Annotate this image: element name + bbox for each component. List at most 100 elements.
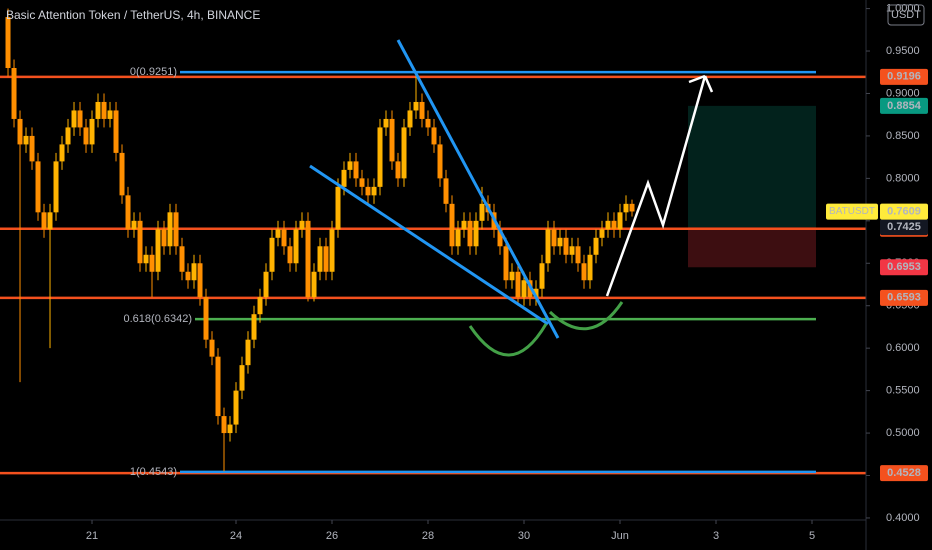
candle-body (605, 220, 611, 230)
candle-body (143, 254, 149, 264)
candle-body (107, 110, 113, 119)
price-badge (880, 289, 928, 306)
price-badge (880, 465, 928, 482)
candle-body (365, 186, 371, 196)
candle-body (185, 271, 191, 281)
candle-body (155, 229, 161, 272)
plot-area: 0(0.9251) 0.618(0.6342) 1(0.4543) (0, 8, 866, 478)
candle-body (599, 229, 605, 238)
candle-body (473, 220, 479, 247)
candle-body (119, 152, 125, 196)
trendline (309, 164, 549, 326)
candle-body (161, 229, 167, 247)
pattern-arc (548, 301, 624, 331)
candle-body (575, 246, 581, 264)
y-tick-label: 0.4000 (886, 512, 920, 524)
candle-body (59, 144, 65, 162)
candle-body (407, 110, 413, 128)
candle-body (329, 229, 335, 272)
candle-body (215, 356, 221, 417)
candle-body (389, 118, 395, 162)
candle-body (137, 220, 143, 264)
candle-body (593, 237, 599, 255)
x-tick-label: 3 (713, 530, 719, 542)
candle-body (263, 271, 269, 298)
currency-box (887, 4, 925, 26)
candle-body (449, 203, 455, 247)
candle-body (65, 127, 71, 145)
candle-body (419, 101, 425, 119)
price-badge (880, 97, 928, 114)
candle-body (629, 203, 635, 212)
candle-body (581, 263, 587, 281)
candle-body (41, 212, 47, 230)
axis-labels: 0.40000.45000.50000.55000.60000.65000.70… (86, 2, 928, 542)
candle-body (317, 246, 323, 272)
candle-body (383, 118, 389, 128)
candle-body (281, 229, 287, 247)
candle-body (305, 220, 311, 298)
candle-body (533, 288, 539, 298)
candle-body (23, 135, 29, 145)
candle-body (17, 118, 23, 145)
symbol-badge (826, 203, 878, 220)
candle-body (509, 271, 515, 281)
candle-body (167, 212, 173, 247)
candle-body (587, 254, 593, 281)
candle-body (425, 118, 431, 128)
candle-body (557, 237, 563, 247)
candle-body (287, 246, 293, 264)
fib-label: 1(0.4543) (130, 466, 177, 478)
x-tick-label: 5 (809, 530, 815, 542)
candle-body (437, 144, 443, 179)
candle-body (569, 246, 575, 255)
fib-label: 0(0.9251) (130, 66, 177, 78)
candle-body (335, 186, 341, 230)
y-tick-label: 0.5000 (886, 427, 920, 439)
candle-body (47, 212, 53, 230)
candle-body (95, 101, 101, 119)
x-tick-label: 24 (230, 530, 242, 542)
candle-body (179, 246, 185, 272)
candle-body (323, 246, 329, 272)
price-badge-label: 0.8854 (887, 100, 922, 112)
candle-body (173, 212, 179, 247)
trendline (396, 39, 560, 339)
candle-body (359, 178, 365, 187)
stop-zone (688, 227, 816, 268)
candle-body (611, 220, 617, 230)
candle-body (203, 297, 209, 340)
y-tick-label: 0.8000 (886, 172, 920, 184)
y-tick-label: 0.5500 (886, 385, 920, 397)
candle-body (443, 178, 449, 204)
candle-body (233, 390, 239, 425)
candle-body (461, 220, 467, 230)
candle-body (521, 280, 527, 298)
x-tick-label: 26 (326, 530, 338, 542)
candle-body (5, 17, 11, 69)
symbol-label: BATUSDT (829, 206, 875, 217)
candle-body (551, 229, 557, 247)
candle-body (479, 203, 485, 221)
candle-body (617, 212, 623, 230)
candle-body (197, 263, 203, 298)
candle-body (467, 220, 473, 247)
price-badge (880, 219, 928, 236)
candle-body (395, 161, 401, 179)
candle-body (71, 110, 77, 128)
candle-body (347, 161, 353, 170)
candle-body (563, 237, 569, 255)
candle-body (257, 297, 263, 315)
price-badge (880, 259, 928, 276)
candle-body (53, 161, 59, 213)
price-badge-label: 0.7609 (887, 205, 921, 217)
y-tick-label: 0.6000 (886, 342, 920, 354)
candle-body (239, 365, 245, 391)
candle-body (191, 263, 197, 281)
candle-body (299, 220, 305, 230)
y-tick-label: 0.8500 (886, 130, 920, 142)
pattern-arc (468, 323, 548, 357)
price-badge-label: 0.6593 (887, 292, 921, 304)
